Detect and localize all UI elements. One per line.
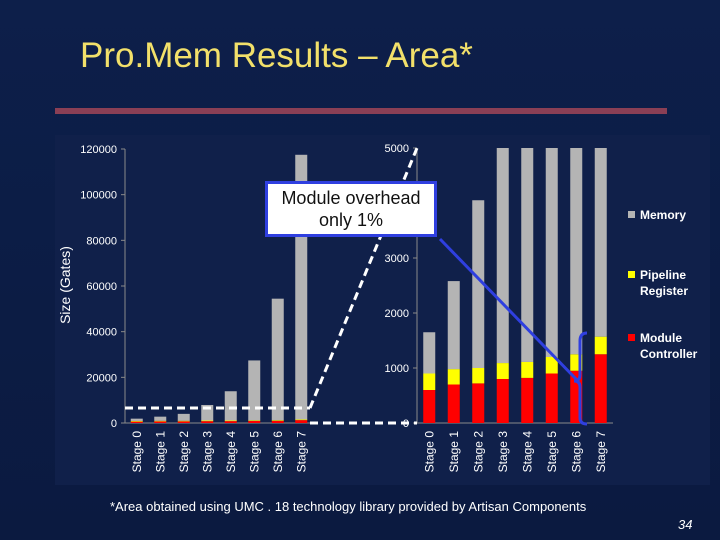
legend-swatch [628,334,635,341]
right-x-tick-label: Stage 7 [594,431,608,473]
left-y-tick-label: 80000 [86,235,117,247]
right-x-tick-label: Stage 0 [422,431,436,473]
left-y-tick-label: 60000 [86,281,117,293]
right-y-tick-label: 2000 [385,308,409,320]
right-bar-memory [496,148,509,364]
left-bar-module-controller [201,421,214,423]
right-bar-pipeline-register [521,361,534,378]
left-x-tick-label: Stage 0 [130,431,144,473]
left-bar-pipeline-register [177,420,190,422]
right-bar-memory [594,148,607,337]
left-y-tick-label: 20000 [86,372,117,384]
left-x-tick-label: Stage 7 [294,431,308,473]
left-x-tick-label: Stage 2 [177,431,191,473]
callout-arrow [438,237,579,382]
title-divider [55,108,667,114]
left-bar-module-controller [271,420,284,423]
slide-title: Pro.Mem Results – Area* [80,36,473,75]
left-bar-memory [177,413,190,421]
legend-swatch [628,271,635,278]
right-x-tick-label: Stage 6 [569,431,583,473]
left-bar-module-controller [248,420,261,423]
legend-label-line1: Pipeline [640,268,686,282]
left-bar-memory [130,418,143,421]
left-y-tick-label: 0 [111,418,117,430]
legend-label-line2: Register [640,284,688,298]
left-y-axis-title: Size (Gates) [57,246,73,324]
right-bar-memory [521,148,534,362]
right-bar-pipeline-register [423,373,436,390]
left-x-tick-label: Stage 3 [200,431,214,473]
left-x-tick-label: Stage 1 [153,431,167,473]
right-bar-memory [545,148,558,357]
left-x-tick-label: Stage 4 [224,431,238,473]
right-x-tick-label: Stage 2 [471,431,485,473]
left-bar-pipeline-register [295,419,308,421]
right-bar-memory [447,281,460,370]
legend-label-line2: Controller [640,347,698,361]
left-bar-module-controller [224,421,237,423]
legend-label-line1: Module [640,331,682,345]
right-bar-module-controller [594,354,607,423]
left-bar-pipeline-register [154,420,167,422]
page-number: 34 [678,517,693,532]
left-bar-pipeline-register [201,420,214,422]
left-bar-pipeline-register [271,420,284,421]
right-bar-memory [423,332,436,374]
module-overhead-callout: Module overhead only 1% [265,181,437,237]
right-bar-module-controller [545,373,558,423]
legend-label: Memory [640,208,686,222]
right-y-tick-label: 5000 [385,143,409,155]
right-x-tick-label: Stage 4 [520,431,534,473]
callout-text: Module overhead only 1% [281,188,421,230]
left-bar-memory [224,391,237,421]
left-bar-memory [154,416,167,421]
left-bar-pipeline-register [248,420,261,421]
right-x-tick-label: Stage 1 [447,431,461,473]
left-y-tick-label: 40000 [86,327,117,339]
right-bar-pipeline-register [545,357,558,374]
right-y-tick-label: 1000 [385,363,409,375]
right-bar-pipeline-register [594,336,607,355]
right-bar-module-controller [472,383,485,423]
right-bar-module-controller [423,390,436,423]
right-x-tick-label: Stage 3 [496,431,510,473]
controller-brace [573,331,588,426]
right-bar-module-controller [521,377,534,423]
left-bar-module-controller [154,421,167,423]
left-bar-memory [271,298,284,421]
left-y-tick-label: 120000 [80,144,117,156]
legend-swatch [628,211,635,218]
left-bar-module-controller [177,421,190,423]
left-bar-module-controller [295,420,308,423]
footnote: *Area obtained using UMC . 18 technology… [110,499,587,514]
left-y-tick-label: 100000 [80,190,117,202]
left-x-tick-label: Stage 6 [271,431,285,473]
right-bar-module-controller [496,379,509,423]
left-bar-module-controller [130,421,143,423]
left-bar-memory [248,360,261,421]
left-bar-pipeline-register [130,420,143,422]
chart-legend: Memory Pipeline Register Module Controller [628,208,698,361]
right-bar-module-controller [447,384,460,423]
right-y-tick-label: 3000 [385,253,409,265]
right-bar-memory [570,148,583,355]
right-x-tick-label: Stage 5 [545,431,559,473]
left-x-tick-label: Stage 5 [247,431,261,473]
right-bar-pipeline-register [447,369,460,385]
right-bar-pipeline-register [496,363,509,379]
right-bar-pipeline-register [472,368,485,384]
right-bar-memory [472,200,485,368]
left-bar-pipeline-register [224,420,237,422]
